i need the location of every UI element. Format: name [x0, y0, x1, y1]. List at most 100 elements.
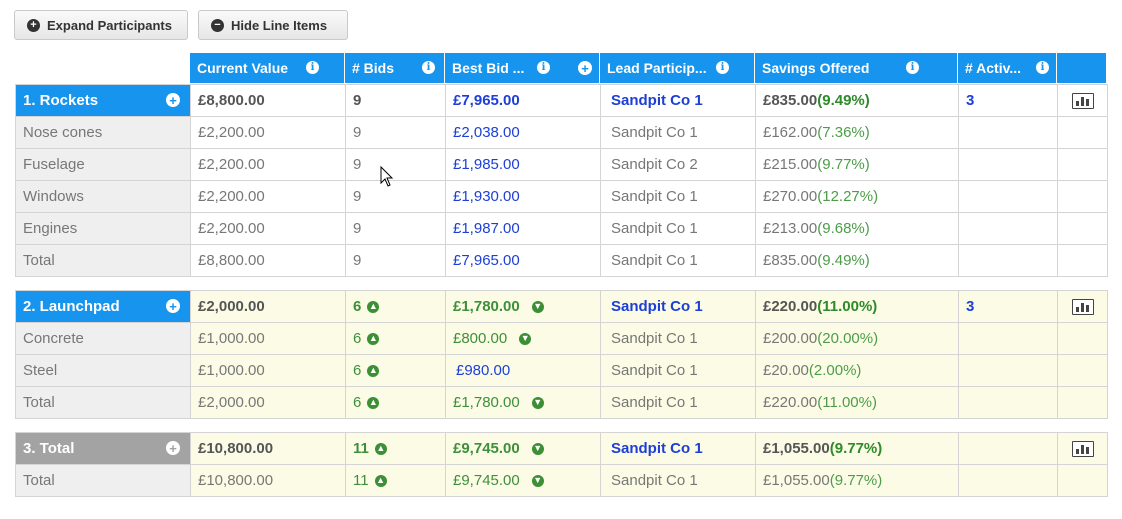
bar-chart-icon[interactable] [1071, 440, 1094, 457]
col-best-bid[interactable]: Best Bid ... i + [445, 53, 600, 83]
lead-participant-link[interactable]: Sandpit Co 1 [611, 92, 703, 109]
savings-value: £220.00 [763, 298, 818, 315]
best-bid-cell[interactable]: £1,930.00 [446, 181, 601, 212]
best-bid-value[interactable]: £1,780.00 [453, 394, 520, 411]
bids-value: 11 [353, 440, 369, 457]
best-bid-cell[interactable]: £9,745.00 ▼ [446, 465, 601, 496]
plus-circle-icon[interactable]: + [578, 61, 592, 75]
line-item-name: Engines [16, 213, 191, 244]
active-cell[interactable]: 3 [959, 291, 1058, 322]
group-header-row: 1. Rockets + £8,800.00 9 £7,965.00 Sandp… [16, 85, 1107, 117]
savings-value: £213.00 [763, 220, 818, 237]
savings-value: £835.00 [763, 92, 818, 109]
current-value-cell: £8,800.00 [191, 245, 346, 276]
lead-participant-text: Sandpit Co 1 [611, 362, 698, 379]
toolbar: + Expand Participants − Hide Line Items [14, 10, 348, 40]
lead-participant-cell: Sandpit Co 1 [601, 323, 756, 354]
best-bid-value[interactable]: £9,745.00 [453, 472, 520, 489]
group-header-row: 3. Total + £10,800.00 11 ▲ £9,745.00 ▼ San… [16, 433, 1107, 465]
bids-cell: 11 ▲ [346, 433, 446, 464]
col-lead-participant[interactable]: Lead Particip... i [600, 53, 755, 83]
chart-cell[interactable] [1058, 291, 1107, 322]
bar-chart-icon[interactable] [1071, 298, 1094, 315]
chart-cell [1058, 181, 1107, 212]
plus-circle-icon[interactable]: + [166, 299, 180, 313]
lead-participant-cell: Sandpit Co 1 [601, 213, 756, 244]
arrow-down-icon: ▼ [531, 474, 544, 487]
best-bid-value[interactable]: £980.00 [456, 362, 511, 379]
info-icon[interactable]: i [1036, 61, 1049, 74]
bar-chart-icon[interactable] [1071, 92, 1094, 109]
active-cell[interactable]: 3 [959, 85, 1058, 116]
lead-participant-link[interactable]: Sandpit Co 1 [611, 440, 703, 457]
group-title: 2. Launchpad [23, 298, 120, 315]
savings-value: £1,055.00 [763, 472, 830, 489]
best-bid-cell[interactable]: £7,965.00 [446, 85, 601, 116]
bids-cell: 9 [346, 85, 446, 116]
savings-pct: (9.77%) [817, 156, 870, 173]
savings-value: £215.00 [763, 156, 818, 173]
current-value-cell: £10,800.00 [191, 433, 346, 464]
active-cell [959, 433, 1058, 464]
active-cell [959, 117, 1058, 148]
savings-pct: (9.68%) [817, 220, 870, 237]
line-item-name: Fuselage [16, 149, 191, 180]
col-savings-offered[interactable]: Savings Offered i [755, 53, 958, 83]
savings-cell: £835.00 (9.49%) [756, 85, 959, 116]
savings-cell: £220.00 (11.00%) [756, 291, 959, 322]
best-bid-value[interactable]: £1,780.00 [453, 298, 520, 315]
lead-participant-cell: Sandpit Co 1 [601, 387, 756, 418]
info-icon[interactable]: i [906, 61, 919, 74]
col-active[interactable]: # Activ... i [958, 53, 1057, 83]
chart-cell [1058, 355, 1107, 386]
col-current-value[interactable]: Current Value i [190, 53, 345, 83]
group-title-cell[interactable]: 1. Rockets + [16, 85, 191, 116]
info-icon[interactable]: i [537, 61, 550, 74]
col-bids[interactable]: # Bids i [345, 53, 445, 83]
current-value-cell: £2,200.00 [191, 117, 346, 148]
best-bid-cell[interactable]: £800.00 ▼ [446, 323, 601, 354]
lead-participant-link[interactable]: Sandpit Co 1 [611, 298, 703, 315]
group-title: 1. Rockets [23, 92, 99, 109]
savings-cell: £213.00 (9.68%) [756, 213, 959, 244]
group-title-cell[interactable]: 3. Total + [16, 433, 191, 464]
best-bid-value[interactable]: £9,745.00 [453, 440, 520, 457]
savings-cell: £835.00 (9.49%) [756, 245, 959, 276]
group-title-cell[interactable]: 2. Launchpad + [16, 291, 191, 322]
line-item-row: Total £10,800.00 11 ▲ £9,745.00 ▼ Sandpit … [16, 465, 1107, 497]
active-cell [959, 355, 1058, 386]
best-bid-cell[interactable]: £1,780.00 ▼ [446, 291, 601, 322]
best-bid-cell[interactable]: £980.00 [446, 355, 601, 386]
lead-participant-cell: Sandpit Co 1 [601, 181, 756, 212]
line-item-row: Total £8,800.00 9 £7,965.00 Sandpit Co 1… [16, 245, 1107, 277]
best-bid-cell[interactable]: £1,987.00 [446, 213, 601, 244]
best-bid-cell[interactable]: £2,038.00 [446, 117, 601, 148]
bids-cell: 9 [346, 149, 446, 180]
plus-circle-icon[interactable]: + [166, 441, 180, 455]
chart-cell[interactable] [1058, 433, 1107, 464]
info-icon[interactable]: i [716, 61, 729, 74]
best-bid-value[interactable]: £800.00 [453, 330, 508, 347]
lead-participant-text: Sandpit Co 1 [611, 394, 698, 411]
expand-participants-button[interactable]: + Expand Participants [14, 10, 188, 40]
info-icon[interactable]: i [306, 61, 319, 74]
hide-line-items-button[interactable]: − Hide Line Items [198, 10, 348, 40]
current-value-cell: £2,200.00 [191, 181, 346, 212]
bids-cell: 9 [346, 245, 446, 276]
info-icon[interactable]: i [422, 61, 435, 74]
best-bid-cell[interactable]: £1,985.00 [446, 149, 601, 180]
current-value-cell: £1,000.00 [191, 323, 346, 354]
lead-participant-cell[interactable]: Sandpit Co 1 [601, 291, 756, 322]
best-bid-cell[interactable]: £1,780.00 ▼ [446, 387, 601, 418]
plus-circle-icon[interactable]: + [166, 93, 180, 107]
lead-participant-cell[interactable]: Sandpit Co 1 [601, 433, 756, 464]
savings-value: £835.00 [763, 252, 818, 269]
savings-pct: (11.00%) [817, 298, 878, 315]
savings-pct: (9.77%) [829, 472, 883, 489]
best-bid-cell[interactable]: £9,745.00 ▼ [446, 433, 601, 464]
lead-participant-cell[interactable]: Sandpit Co 1 [601, 85, 756, 116]
chart-cell[interactable] [1058, 85, 1107, 116]
best-bid-cell[interactable]: £7,965.00 [446, 245, 601, 276]
current-value-cell: £8,800.00 [191, 85, 346, 116]
bids-cell: 11 ▲ [346, 465, 446, 496]
